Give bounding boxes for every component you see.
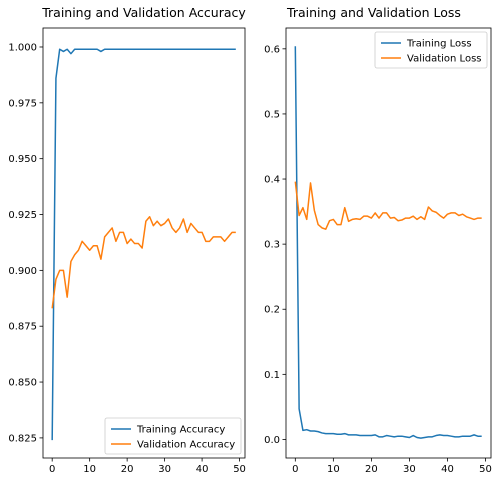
loss-x-tick-label: 10 <box>327 464 340 475</box>
loss-plot-frame <box>285 27 492 459</box>
accuracy-y-tick-label: 0.875 <box>8 322 37 333</box>
loss-x-tick-label: 50 <box>479 464 492 475</box>
accuracy-chart: Training and Validation Accuracy 0 10 20 30… <box>8 5 246 475</box>
accuracy-legend: Training Accuracy Validation Accuracy <box>104 417 242 455</box>
loss-legend-label-validation: Validation Loss <box>407 54 482 65</box>
loss-y-tick-label: 0.1 <box>264 370 280 381</box>
accuracy-y-tick-label: 0.950 <box>8 154 37 165</box>
accuracy-y-tick-label: 0.850 <box>8 378 37 389</box>
accuracy-legend-label-validation: Validation Accuracy <box>137 440 235 451</box>
accuracy-x-tick-label: 10 <box>83 464 96 475</box>
accuracy-legend-box <box>104 417 242 455</box>
loss-chart-title: Training and Validation Loss <box>286 5 461 20</box>
accuracy-y-tick-label: 0.900 <box>8 266 37 277</box>
loss-legend-label-training: Training Loss <box>406 39 472 50</box>
loss-y-tick-label: 0.5 <box>264 109 280 120</box>
loss-x-tick-label: 40 <box>441 464 454 475</box>
loss-y-tick-label: 0.4 <box>264 175 280 186</box>
accuracy-legend-label-training: Training Accuracy <box>136 425 225 436</box>
loss-legend-box <box>374 31 488 69</box>
loss-y-tick-label: 0.2 <box>264 305 280 316</box>
accuracy-y-tick-label: 0.975 <box>8 98 37 109</box>
accuracy-x-tick-label: 50 <box>233 464 246 475</box>
loss-x-tick-label: 30 <box>403 464 416 475</box>
loss-legend: Training Loss Validation Loss <box>374 31 488 69</box>
accuracy-series-line-validation <box>51 216 236 309</box>
loss-x-tick-label: 20 <box>365 464 378 475</box>
accuracy-x-tick-label: 30 <box>158 464 171 475</box>
accuracy-y-tick-label: 1.000 <box>8 42 37 53</box>
accuracy-x-tick-label: 20 <box>121 464 134 475</box>
accuracy-x-tick-label: 40 <box>196 464 209 475</box>
loss-chart: Training and Validation Loss 0 10 20 30 40 50… <box>264 5 492 475</box>
loss-series-line-training <box>294 46 482 439</box>
loss-y-tick-label: 0.6 <box>264 44 280 55</box>
loss-x-tick-label: 0 <box>292 464 298 475</box>
accuracy-x-tick-label: 0 <box>49 464 55 475</box>
accuracy-series-line-training <box>51 48 236 441</box>
accuracy-y-tick-label: 0.825 <box>8 433 37 444</box>
accuracy-chart-title: Training and Validation Accuracy <box>41 5 246 20</box>
accuracy-y-tick-label: 0.925 <box>8 210 37 221</box>
loss-series-line-validation <box>294 181 482 230</box>
accuracy-plot-frame <box>42 27 246 459</box>
loss-y-tick-label: 0.3 <box>264 240 280 251</box>
loss-y-tick-label: 0.0 <box>264 435 280 446</box>
